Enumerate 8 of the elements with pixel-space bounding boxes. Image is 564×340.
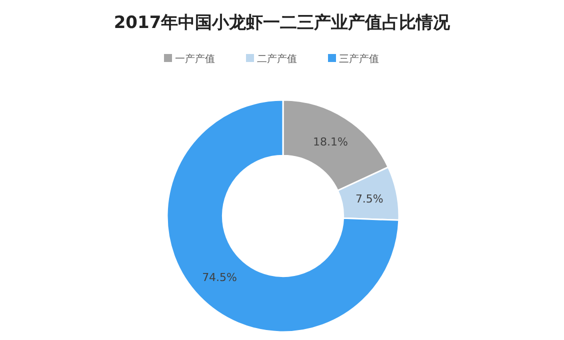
data-label: 7.5% (355, 192, 384, 206)
legend-label: 二产产值 (257, 53, 297, 65)
legend-label: 一产产值 (175, 53, 215, 65)
data-label: 74.5% (202, 271, 238, 284)
legend-label: 三产产值 (339, 53, 379, 65)
data-label: 18.1% (312, 136, 348, 149)
donut-slice (166, 99, 400, 333)
chart-title: 2017年中国小龙虾一二三产业产值占比情况 (114, 13, 452, 33)
